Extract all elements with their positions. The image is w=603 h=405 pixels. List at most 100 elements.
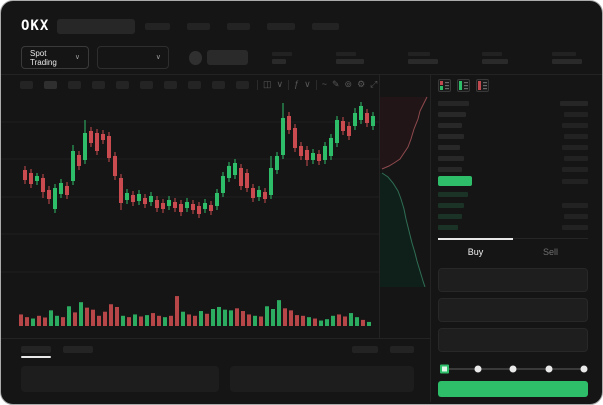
orderbook-amount-bar (562, 203, 588, 208)
toolbar-button[interactable] (164, 80, 177, 89)
tab-sell[interactable]: Sell (542, 247, 558, 257)
divider (430, 75, 431, 402)
orderbook-price-bar (438, 192, 468, 197)
ticker-stat (552, 51, 583, 64)
toolbar-button[interactable] (236, 80, 249, 89)
orderbook-row[interactable] (438, 203, 588, 208)
ticker-stat (482, 51, 509, 64)
toolbar-button[interactable] (20, 80, 33, 89)
orderbook-last-price-row[interactable] (438, 176, 588, 186)
toolbar-button[interactable] (212, 80, 225, 89)
fullscreen-icon[interactable]: ⤢ (370, 79, 378, 89)
bottom-panel (1, 339, 430, 402)
nav-item[interactable] (227, 22, 251, 30)
slider-stop[interactable] (580, 365, 588, 373)
bottom-action-button[interactable] (390, 346, 414, 353)
bottom-tab[interactable] (63, 346, 93, 358)
orderbook-row[interactable] (438, 167, 588, 172)
pair-selector[interactable]: ∨ (97, 46, 169, 69)
orderbook-combined-icon[interactable] (438, 79, 451, 92)
draw-icon[interactable]: ✎ (331, 79, 340, 89)
orderbook-row[interactable] (438, 225, 588, 230)
slider-stop[interactable] (509, 365, 517, 373)
chart-toolbar: ◫ ∨ ƒ ∨ ~ ✎ ⊚ ⚙ ⤢ (1, 75, 379, 94)
stat-value-placeholder (272, 58, 287, 64)
search-input[interactable] (57, 18, 136, 34)
chevron-down-icon[interactable]: ∨ (304, 79, 311, 89)
depth-chart[interactable] (380, 75, 430, 338)
orderbook-bids-icon[interactable] (457, 79, 470, 92)
stat-label-placeholder (336, 51, 357, 56)
tab-buy[interactable]: Buy (438, 238, 513, 262)
order-price-input[interactable] (438, 268, 588, 292)
volume-chart[interactable] (1, 278, 379, 338)
orderbook-row[interactable] (438, 112, 588, 117)
stat-value-placeholder (482, 58, 509, 64)
camera-icon[interactable]: ⊚ (344, 79, 353, 89)
candlestick-chart[interactable] (1, 94, 379, 278)
stat-label-placeholder (408, 51, 431, 56)
amount-slider[interactable] (440, 362, 588, 376)
toolbar-button[interactable] (92, 80, 105, 89)
orderbook-price-bar (438, 225, 458, 230)
nav-item[interactable] (312, 22, 340, 30)
candlestick-svg (1, 102, 379, 273)
chevron-down-icon[interactable]: ∨ (276, 79, 284, 89)
orderbook-row[interactable] (438, 145, 588, 150)
orderbook-row[interactable] (438, 156, 588, 161)
nav-item[interactable] (267, 22, 296, 30)
chevron-down-icon: ∨ (155, 54, 161, 61)
stat-label-placeholder (552, 51, 577, 56)
order-total-input[interactable] (438, 328, 588, 352)
order-amount-input[interactable] (438, 298, 588, 322)
bottom-tab[interactable] (21, 346, 51, 358)
orderbook-row[interactable] (438, 214, 588, 219)
orderbook-header-amount (560, 101, 588, 106)
toolbar-button[interactable] (140, 80, 153, 89)
indicators-icon[interactable]: ƒ (294, 79, 300, 89)
orderbook-amount-bar (562, 167, 588, 172)
ticker-stat (272, 51, 293, 64)
orderbook-asks (438, 106, 588, 172)
slider-stop[interactable] (474, 365, 481, 373)
toolbar-button[interactable] (188, 80, 201, 89)
divider (1, 74, 602, 75)
toolbar-button[interactable] (44, 80, 57, 89)
nav-items (145, 22, 340, 30)
ticker-stat (408, 51, 439, 64)
trade-panel: Buy Sell (431, 75, 602, 402)
nav-item[interactable] (187, 22, 211, 30)
top-navigation-bar: OKX (1, 1, 602, 41)
toolbar-button[interactable] (68, 80, 81, 89)
orderbook-asks-icon[interactable] (476, 79, 489, 92)
orderbook-header (438, 101, 588, 106)
orderbook-row[interactable] (438, 134, 588, 139)
stat-value-placeholder (552, 58, 583, 64)
divider (379, 75, 380, 338)
orderbook-amount-bar (562, 123, 588, 128)
place-order-button[interactable] (438, 381, 588, 397)
okx-logo[interactable]: OKX (21, 18, 50, 34)
orderbook-price-bar (438, 123, 462, 128)
orderbook-amount-bar (562, 145, 588, 150)
slider-stop[interactable] (545, 365, 552, 373)
bottom-tab-placeholder (63, 346, 93, 353)
orderbook-amount-bar (564, 112, 588, 117)
orderbook-row[interactable] (438, 192, 588, 197)
orderbook-price-bar (438, 145, 460, 150)
toolbar-separator (288, 79, 290, 90)
slider-handle[interactable] (440, 364, 449, 374)
toolbar-button[interactable] (116, 80, 129, 89)
bottom-action-button[interactable] (352, 346, 378, 353)
chevron-down-icon: ∨ (74, 54, 81, 61)
order-side-tabs: Buy Sell (438, 238, 588, 262)
line-style-icon[interactable]: ~ (321, 79, 327, 89)
symbol-bar: Spot Trading ∨ ∨ (1, 41, 602, 74)
orderbook-row[interactable] (438, 123, 588, 128)
bottom-content-panel (21, 366, 219, 392)
market-type-selector[interactable]: Spot Trading ∨ (21, 46, 90, 69)
settings-icon[interactable]: ⚙ (357, 79, 366, 89)
interval-icon[interactable]: ◫ (263, 79, 272, 89)
last-price-bar (438, 176, 472, 186)
nav-item[interactable] (145, 22, 171, 30)
